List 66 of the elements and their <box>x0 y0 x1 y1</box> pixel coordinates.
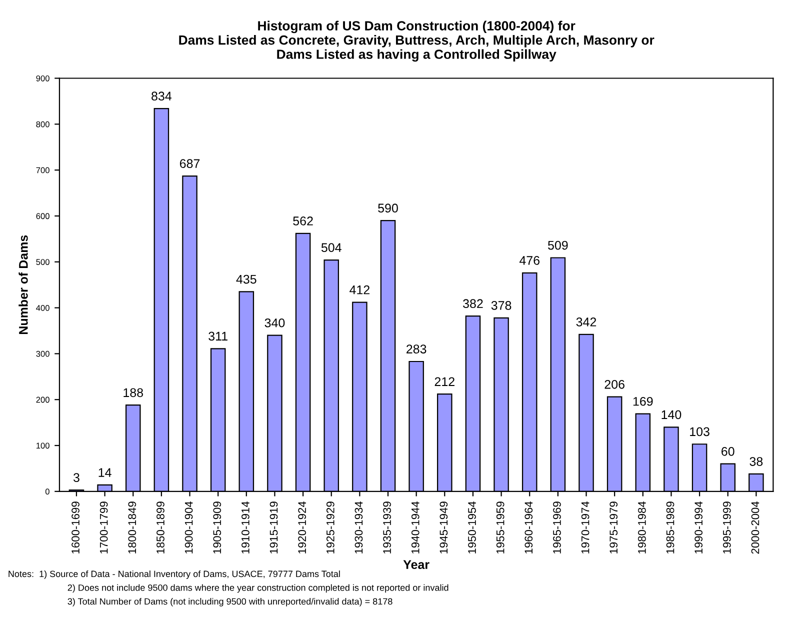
x-tick-label: 1910-1914 <box>242 501 250 554</box>
y-tick-label: 100 <box>36 442 50 449</box>
data-label: 188 <box>124 388 143 398</box>
x-tick-label: 1930-1934 <box>354 501 363 554</box>
x-tick-label: 1980-1984 <box>638 501 646 554</box>
x-tick-label: 1955-1959 <box>496 502 504 554</box>
text: Notes: 1) Source of Data - National Inventory of Dams, USACE, 79777 Dams Total <box>8 570 340 579</box>
data-label: 382 <box>463 299 483 308</box>
x-tick-label: 1925-1929 <box>326 502 334 554</box>
data-label: 378 <box>491 301 512 310</box>
data-label: 687 <box>180 159 200 168</box>
y-tick-label: 300 <box>36 350 50 357</box>
x-tick-label: 1915-1919 <box>270 502 278 554</box>
y-tick-label: 200 <box>36 396 50 403</box>
x-tick-label: 1985-1989 <box>666 502 674 554</box>
data-label: 169 <box>633 396 653 406</box>
data-label: 206 <box>604 380 624 389</box>
data-label: 38 <box>750 457 763 466</box>
x-tick-label: 1945-1949 <box>440 502 448 554</box>
data-label: 140 <box>662 410 682 420</box>
x-tick-label: 1900-1904 <box>184 501 193 554</box>
data-label: 14 <box>98 468 112 477</box>
x-tick-label: 1975-1979 <box>610 502 618 554</box>
data-label: 340 <box>264 318 285 328</box>
data-label: 476 <box>519 256 540 265</box>
y-axis-title: Number of Dams <box>18 235 28 334</box>
x-tick-label: 1700-1799 <box>100 502 108 554</box>
data-label: 435 <box>236 274 256 284</box>
x-tick-label: 1905-1909 <box>213 502 222 554</box>
x-tick-label: 1920-1924 <box>298 501 306 554</box>
data-label: 562 <box>293 216 313 226</box>
x-axis-title: Year <box>403 560 430 569</box>
data-label: 412 <box>350 285 370 294</box>
text: 2) Does not include 9500 dams where the year construction completed is not reported or invalid <box>68 584 448 593</box>
x-tick-label: 1950-1954 <box>468 501 476 554</box>
chart-title: Histogram of US Dam Construction (1800-2004) for Dams Listed as Concrete, Gravity, Buttress, Arch, Multiple Arch, Masonry or Dams Listed as having a Controlled Spillway <box>179 20 654 62</box>
x-tick-label: 1800-1849 <box>128 502 136 554</box>
data-label: 311 <box>208 332 228 341</box>
x-tick-label: 1935-1939 <box>383 502 391 554</box>
x-tick-label: 1850-1899 <box>156 502 164 554</box>
data-label: 103 <box>690 427 710 436</box>
data-label: 504 <box>321 243 342 252</box>
data-label: 342 <box>576 318 596 326</box>
y-tick-label: 600 <box>36 213 50 220</box>
x-tick-label: 1965-1969 <box>553 502 561 554</box>
data-label: 834 <box>152 92 172 101</box>
data-label: 212 <box>434 377 454 386</box>
data-label: 60 <box>722 446 734 456</box>
data-label: 3 <box>73 473 80 482</box>
x-tick-label: 2000-2004 <box>751 501 760 554</box>
x-tick-label: 1960-1964 <box>524 501 533 554</box>
x-tick-label: 1940-1944 <box>411 501 420 554</box>
data-label: 283 <box>406 344 426 354</box>
y-tick-label: 0 <box>45 488 50 495</box>
x-tick-label: 1600-1699 <box>72 502 80 554</box>
x-tick-label: 1995-1999 <box>722 502 731 554</box>
data-label: 509 <box>548 240 568 250</box>
y-tick-label: 800 <box>36 121 50 128</box>
text: 3) Total Number of Dams (not including 9500 with unreported/invalid data) = 8178 <box>68 598 392 606</box>
y-tick-label: 500 <box>36 259 50 265</box>
x-tick-label: 1970-1974 <box>581 501 590 554</box>
x-tick-label: 1990-1994 <box>694 501 703 554</box>
y-tick-label: 900 <box>36 75 50 82</box>
y-tick-label: 400 <box>36 304 50 311</box>
data-label: 590 <box>378 204 398 213</box>
y-tick-label: 700 <box>36 167 50 174</box>
